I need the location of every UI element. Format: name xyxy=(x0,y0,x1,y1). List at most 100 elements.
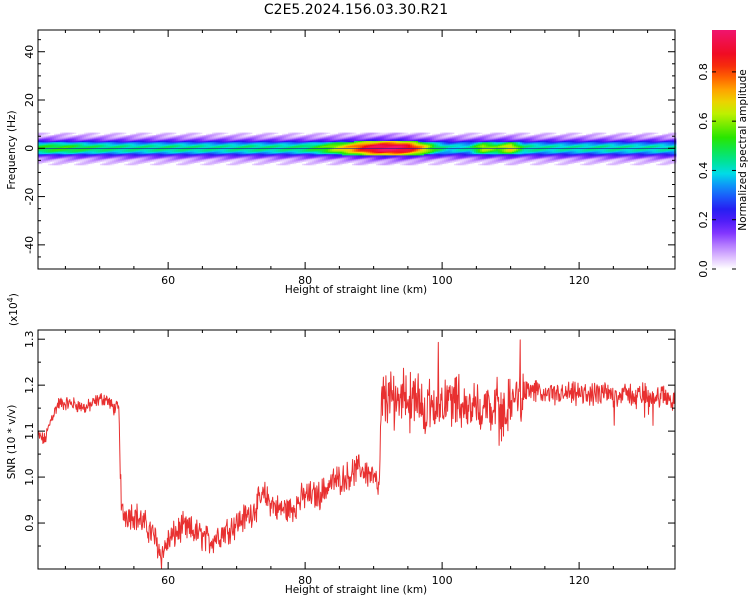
spectral-cell xyxy=(50,149,53,151)
spectral-cell xyxy=(130,153,133,155)
spectral-cell xyxy=(122,156,125,159)
spectral-cell xyxy=(378,154,381,156)
spectral-cell xyxy=(324,159,327,161)
spectral-cell xyxy=(280,147,283,149)
spectral-cell xyxy=(108,161,111,163)
spectral-cell xyxy=(230,151,233,154)
spectral-cell xyxy=(390,145,393,148)
spectral-cell xyxy=(98,151,101,154)
spectral-cell xyxy=(116,153,119,155)
spectral-cell xyxy=(190,155,193,157)
spectral-cell xyxy=(264,135,267,137)
spectral-cell xyxy=(260,162,263,165)
spectral-cell xyxy=(364,159,367,161)
spectral-cell xyxy=(112,151,115,154)
spectral-cell xyxy=(40,133,43,136)
spectral-cell xyxy=(74,151,77,154)
spectral-cell xyxy=(94,157,97,160)
spectral-cell xyxy=(160,141,163,143)
spectral-cell xyxy=(198,142,201,144)
spectral-cell xyxy=(262,162,265,165)
spectral-cell xyxy=(224,147,227,149)
spectral-cell xyxy=(350,155,353,157)
spectral-cell xyxy=(160,133,163,136)
spectral-cell xyxy=(288,145,291,148)
spectral-cell xyxy=(208,159,211,161)
spectral-cell xyxy=(232,156,235,159)
spectral-cell xyxy=(202,137,205,139)
spectral-cell xyxy=(426,157,429,160)
spectral-cell xyxy=(424,156,427,159)
spectral-cell xyxy=(422,150,425,153)
spectral-cell xyxy=(54,162,57,165)
spectral-cell xyxy=(238,149,241,151)
spectral-cell xyxy=(206,157,209,160)
spectral-cell xyxy=(420,139,423,142)
spectral-cell xyxy=(424,151,427,154)
spectral-cell xyxy=(94,145,97,148)
spectral-cell xyxy=(40,159,43,161)
spectral-cell xyxy=(116,155,119,157)
spectral-cell xyxy=(138,144,141,147)
spectral-cell xyxy=(390,150,393,153)
spectral-cell xyxy=(54,153,57,155)
spectral-cell xyxy=(184,143,187,145)
spectral-cell xyxy=(38,159,41,161)
spectral-cell xyxy=(362,156,365,159)
spectral-cell xyxy=(50,156,53,159)
spectral-cell xyxy=(56,159,59,161)
spectral-cell xyxy=(296,148,299,150)
spectral-cell xyxy=(196,149,199,151)
spectral-cell xyxy=(284,161,287,163)
spectral-cell xyxy=(240,141,243,143)
spectral-cell xyxy=(264,161,267,163)
spectral-cell xyxy=(296,156,299,159)
spectral-cell xyxy=(92,132,95,135)
spectral-cell xyxy=(76,160,79,162)
spectral-cell xyxy=(274,160,277,162)
spectral-cell xyxy=(290,151,293,154)
spectral-cell xyxy=(84,162,87,165)
spectral-cell xyxy=(280,138,283,141)
spectral-cell xyxy=(328,139,331,142)
spectral-cell xyxy=(282,160,285,162)
spectral-cell xyxy=(42,150,45,153)
spectral-cell xyxy=(414,144,417,147)
spectral-cell xyxy=(136,161,139,163)
spectral-cell xyxy=(326,143,329,145)
spectral-cell xyxy=(232,139,235,142)
spectral-cell xyxy=(426,150,429,153)
spectral-cell xyxy=(236,138,239,141)
spectral-cell xyxy=(150,160,153,162)
spectral-cell xyxy=(336,151,339,154)
spectral-cell xyxy=(316,145,319,148)
spectral-cell xyxy=(416,137,419,139)
spectral-cell xyxy=(186,136,189,138)
spectral-cell xyxy=(90,133,93,136)
spectral-cell xyxy=(48,147,51,149)
spectral-cell xyxy=(86,162,89,165)
spectral-cell xyxy=(258,141,261,143)
spectral-cell xyxy=(352,132,355,135)
spectral-cell xyxy=(206,139,209,142)
spectral-cell xyxy=(270,135,273,137)
spectral-cell xyxy=(148,147,151,149)
spectral-cell xyxy=(372,135,375,137)
spectral-cell xyxy=(142,136,145,138)
spectral-cell xyxy=(218,141,221,143)
spectral-cell xyxy=(244,135,247,137)
spectral-cell xyxy=(210,147,213,149)
spectral-cell xyxy=(418,143,421,145)
spectral-cell xyxy=(78,159,81,161)
spectral-cell xyxy=(234,143,237,145)
spectral-cell xyxy=(428,136,431,138)
spectral-cell xyxy=(218,148,221,150)
spectral-cell xyxy=(130,138,133,141)
spectral-cell xyxy=(218,137,221,139)
spectral-cell xyxy=(298,138,301,141)
spectral-cell xyxy=(108,136,111,138)
spectral-cell xyxy=(316,156,319,159)
spectral-cell xyxy=(204,135,207,137)
spectral-cell xyxy=(416,142,419,144)
spectral-cell xyxy=(378,139,381,142)
